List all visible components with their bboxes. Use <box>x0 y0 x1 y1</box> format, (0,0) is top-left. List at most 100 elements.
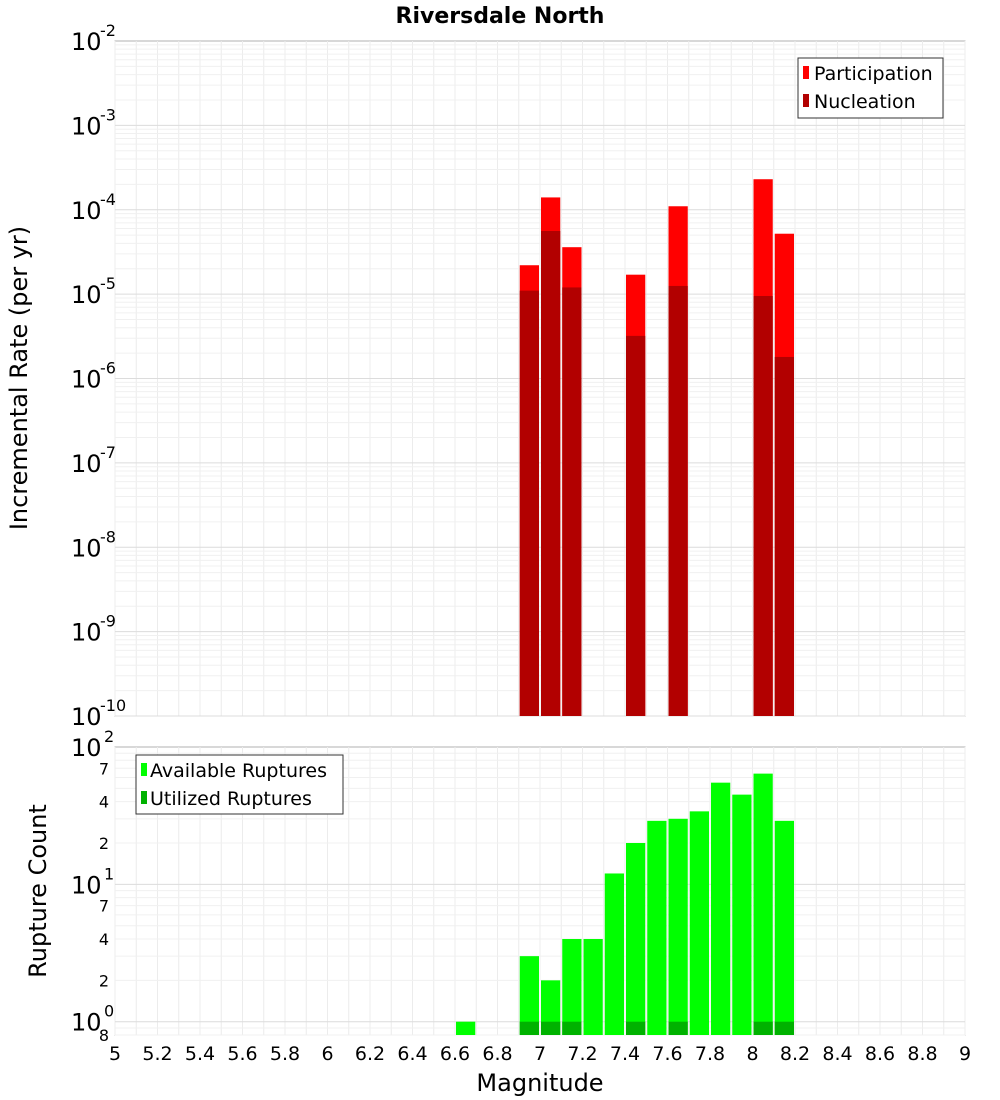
x-tick-label: 7 <box>534 1043 546 1065</box>
top-y-tick-label: 10 <box>71 450 102 478</box>
x-tick-label: 5 <box>109 1043 121 1065</box>
bottom-y-minor-tick-label: 4 <box>99 793 109 812</box>
top-legend-box <box>797 57 944 119</box>
top-y-tick-label: 10 <box>71 281 102 309</box>
legend-label-participation: Participation <box>814 63 933 85</box>
bar-available-ruptures <box>626 843 646 1035</box>
top-y-tick-exponent: -7 <box>100 443 116 462</box>
bar-utilized-ruptures <box>774 1021 794 1035</box>
bar-nucleation <box>626 335 646 716</box>
bottom-y-tick-label: 10 <box>71 871 102 899</box>
top-y-tick-label: 10 <box>71 197 102 225</box>
x-tick-label: 5.8 <box>270 1043 300 1065</box>
x-axis-label: Magnitude <box>476 1069 603 1097</box>
bottom-bars <box>456 773 794 1035</box>
bottom-y-tick-exponent: 2 <box>104 727 114 746</box>
x-tick-label: 6.2 <box>355 1043 385 1065</box>
legend-swatch-available <box>141 763 147 776</box>
top-y-tick-label: 10 <box>71 619 102 647</box>
x-tick-label: 6.8 <box>482 1043 512 1065</box>
bar-utilized-ruptures <box>519 1021 539 1035</box>
bottom-y-minor-tick-label: 7 <box>99 759 109 778</box>
bar-available-ruptures <box>732 794 752 1035</box>
x-tick-label: 8.8 <box>907 1043 937 1065</box>
legend-label-utilized: Utilized Ruptures <box>150 788 312 810</box>
legend-label-nucleation: Nucleation <box>814 91 916 113</box>
top-bars <box>519 179 794 717</box>
top-y-tick-label: 10 <box>71 112 102 140</box>
legend-swatch-nucleation <box>803 94 809 107</box>
chart-title: Riversdale North <box>396 4 605 29</box>
bottom-legend: Available Ruptures Utilized Ruptures <box>135 754 344 815</box>
legend-swatch-participation <box>803 66 809 79</box>
bar-utilized-ruptures <box>668 1021 688 1035</box>
bar-available-ruptures <box>689 811 709 1035</box>
top-legend: Participation Nucleation <box>797 57 944 119</box>
x-ticks: 5 5.2 5.4 5.6 5.8 6 6.2 6.4 6.6 6.8 7 7.2 7.4 7.6 7.8 8… <box>109 1043 971 1065</box>
bottom-y-minor-tick-label: 2 <box>99 971 109 990</box>
bottom-y-tick-exponent: 1 <box>104 864 114 883</box>
bar-nucleation <box>774 356 794 716</box>
top-y-tick-label: 10 <box>71 703 102 731</box>
bottom-y-tick-exponent: 0 <box>104 1002 114 1021</box>
x-tick-label: 8.4 <box>822 1043 852 1065</box>
x-tick-label: 5.4 <box>185 1043 215 1065</box>
bottom-y-minor-tick-label: 4 <box>99 930 109 949</box>
x-tick-label: 7.6 <box>652 1043 682 1065</box>
top-y-tick-exponent: -5 <box>100 274 116 293</box>
top-y-tick-exponent: -3 <box>100 105 116 124</box>
bar-nucleation <box>562 287 582 716</box>
legend-label-available: Available Ruptures <box>150 760 327 782</box>
top-y-tick-exponent: -2 <box>100 21 116 40</box>
bar-available-ruptures <box>647 820 667 1035</box>
x-tick-label: 8 <box>746 1043 758 1065</box>
bar-utilized-ruptures <box>562 1021 582 1035</box>
x-tick-label: 5.6 <box>227 1043 257 1065</box>
bar-available-ruptures <box>753 773 773 1035</box>
top-y-tick-label: 10 <box>71 366 102 394</box>
bar-available-ruptures <box>456 1021 476 1035</box>
top-y-tick-exponent: -10 <box>100 696 126 715</box>
x-tick-label: 7.8 <box>695 1043 725 1065</box>
bottom-y-minor-tick-label: 8 <box>99 1026 109 1045</box>
x-tick-label: 7.4 <box>610 1043 640 1065</box>
bar-utilized-ruptures <box>626 1021 646 1035</box>
bar-nucleation <box>753 296 773 716</box>
bar-nucleation <box>541 230 561 716</box>
x-tick-label: 6.6 <box>440 1043 470 1065</box>
bar-available-ruptures <box>668 818 688 1035</box>
top-y-tick-label: 10 <box>71 28 102 56</box>
top-y-tick-exponent: -6 <box>100 359 116 378</box>
top-y-tick-exponent: -9 <box>100 612 116 631</box>
x-tick-label: 5.2 <box>142 1043 172 1065</box>
bottom-y-minor-tick-label: 7 <box>99 897 109 916</box>
x-tick-label: 6.4 <box>397 1043 427 1065</box>
bottom-y-minor-tick-label: 2 <box>99 834 109 853</box>
top-y-tick-label: 10 <box>71 534 102 562</box>
x-tick-label: 8.6 <box>865 1043 895 1065</box>
top-y-tick-exponent: -4 <box>100 190 116 209</box>
bar-available-ruptures <box>519 956 539 1035</box>
bar-available-ruptures <box>604 873 624 1035</box>
bottom-y-axis-label: Rupture Count <box>24 804 52 978</box>
bar-nucleation <box>519 290 539 716</box>
bottom-y-tick-label: 10 <box>71 734 102 762</box>
x-tick-label: 9 <box>959 1043 971 1065</box>
legend-swatch-utilized <box>141 791 147 804</box>
x-tick-label: 7.2 <box>567 1043 597 1065</box>
bar-utilized-ruptures <box>753 1021 773 1035</box>
x-tick-label: 8.2 <box>780 1043 810 1065</box>
bar-available-ruptures <box>711 782 731 1035</box>
x-tick-label: 6 <box>321 1043 333 1065</box>
top-grid <box>114 41 966 717</box>
top-panel: 10-210-310-410-510-610-710-810-910-10 In… <box>5 21 966 731</box>
bar-utilized-ruptures <box>541 1021 561 1035</box>
bar-available-ruptures <box>583 939 603 1035</box>
bar-available-ruptures <box>541 980 561 1035</box>
bottom-legend-box <box>135 754 344 815</box>
top-y-ticks: 10-210-310-410-510-610-710-810-910-10 <box>71 21 126 731</box>
bottom-y-tick-label: 10 <box>71 1009 102 1037</box>
